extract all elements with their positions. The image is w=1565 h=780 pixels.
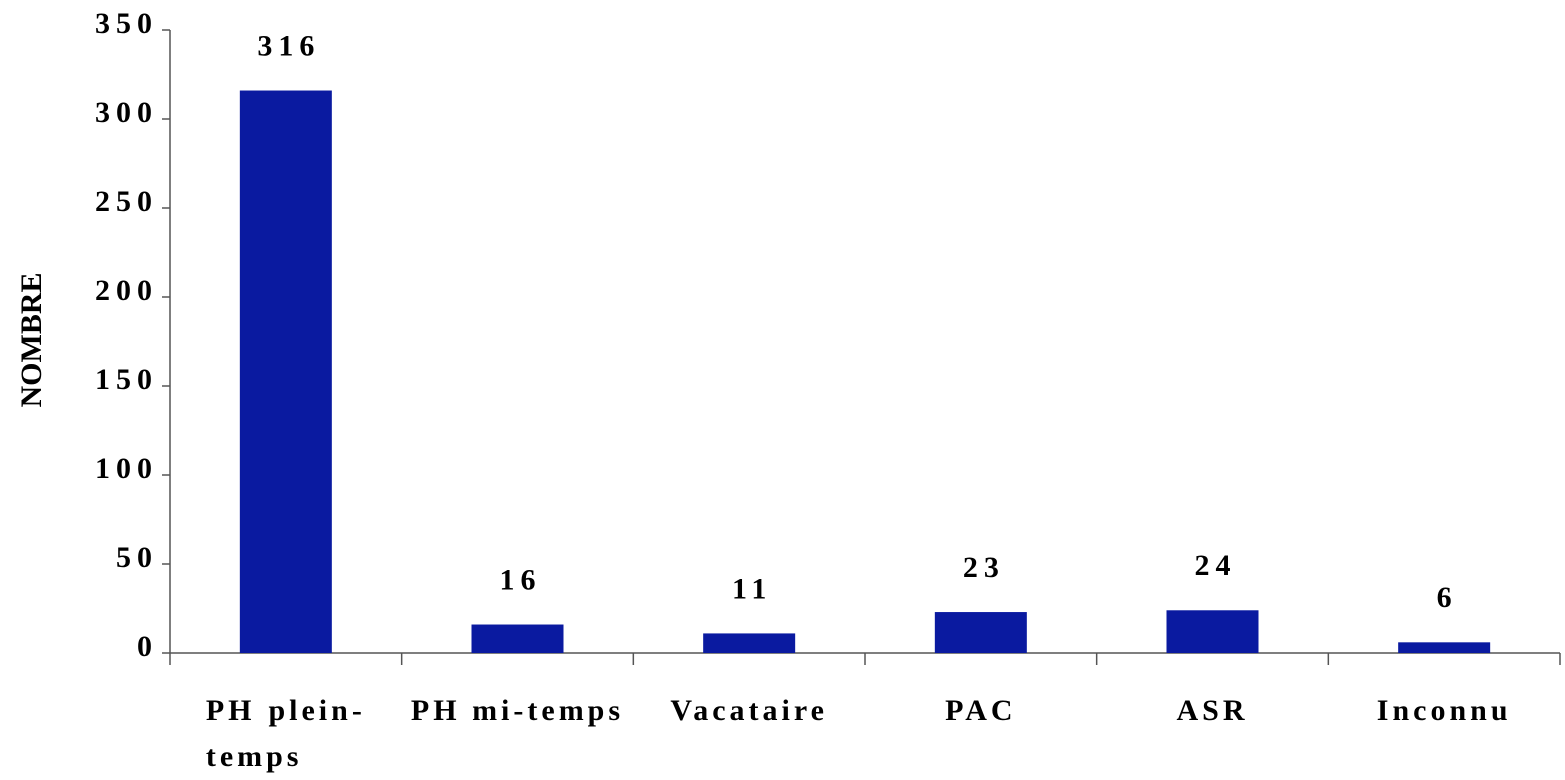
x-tick-label: ASR [1176, 694, 1249, 727]
y-tick-label: 350 [95, 7, 158, 40]
y-tick-label: 300 [95, 96, 158, 129]
y-tick-label: 0 [137, 630, 158, 663]
y-tick-label: 150 [95, 363, 158, 396]
y-axis-label: NOMBRE [15, 273, 48, 408]
x-tick-label: PH plein-temps [205, 694, 366, 773]
value-label: 23 [963, 551, 1005, 584]
y-tick-label: 200 [95, 274, 158, 307]
bar [703, 633, 796, 653]
value-label: 16 [500, 563, 542, 596]
value-label: 24 [1195, 549, 1237, 582]
value-label: 11 [732, 572, 772, 605]
value-label: 316 [257, 29, 320, 62]
x-tick-label: PH mi-temps [410, 694, 625, 727]
x-tick-label: PAC [945, 694, 1017, 727]
y-tick-label: 250 [95, 185, 158, 218]
bar [239, 90, 332, 653]
value-label: 6 [1437, 581, 1458, 614]
bar [934, 612, 1027, 653]
x-tick-label: Vacataire [670, 694, 828, 727]
bar [1166, 610, 1259, 653]
y-tick-label: 50 [116, 541, 158, 574]
y-tick-label: 100 [95, 452, 158, 485]
bar [1398, 642, 1491, 653]
bar [471, 624, 564, 653]
x-tick-label: Inconnu [1376, 694, 1512, 727]
